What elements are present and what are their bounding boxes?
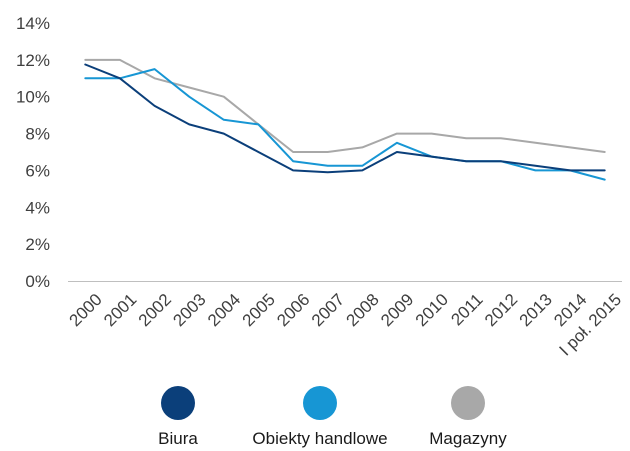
y-axis: 0% 2% 4% 6% 8% 10% 12% 14%: [16, 14, 50, 291]
x-tick-label: 2010: [412, 290, 452, 330]
legend-label: Magazyny: [429, 429, 507, 448]
y-tick-label: 14%: [16, 14, 50, 33]
x-tick-label: 2005: [239, 290, 279, 330]
series-line-magazyny: [84, 58, 606, 153]
x-tick-label: 2006: [273, 290, 313, 330]
x-tick-label: 2011: [447, 290, 486, 329]
x-tick-label: 2012: [481, 290, 521, 330]
y-tick-label: 6%: [25, 161, 50, 180]
x-tick-label: 2013: [516, 290, 556, 330]
legend-marker-obiekty-handlowe: [303, 386, 337, 420]
y-tick-label: 12%: [16, 51, 50, 70]
series-lines: [84, 58, 606, 181]
x-tick-label: 2004: [204, 290, 244, 330]
y-tick-label: 0%: [25, 272, 50, 291]
y-tick-label: 2%: [25, 235, 50, 254]
x-tick-label: 2000: [66, 290, 106, 330]
y-tick-label: 4%: [25, 198, 50, 217]
legend-marker-magazyny: [451, 386, 485, 420]
y-tick-label: 10%: [16, 88, 50, 107]
legend-marker-biura: [161, 386, 195, 420]
legend-label: Obiekty handlowe: [252, 429, 387, 448]
y-tick-label: 8%: [25, 125, 50, 144]
x-tick-label: 2003: [169, 290, 209, 330]
x-tick-label: 2001: [100, 290, 140, 330]
x-tick-label: 2002: [135, 290, 175, 330]
x-tick-label: 2009: [377, 290, 417, 330]
x-tick-label: 2007: [308, 290, 348, 330]
series-line-biura: [84, 63, 606, 174]
legend: Biura Obiekty handlowe Magazyny: [158, 386, 507, 448]
series-line-obiekty-handlowe: [84, 68, 606, 181]
legend-label: Biura: [158, 429, 198, 448]
x-tick-label: 2008: [343, 290, 383, 330]
x-axis: 2000200120022003200420052006200720082009…: [66, 290, 626, 360]
